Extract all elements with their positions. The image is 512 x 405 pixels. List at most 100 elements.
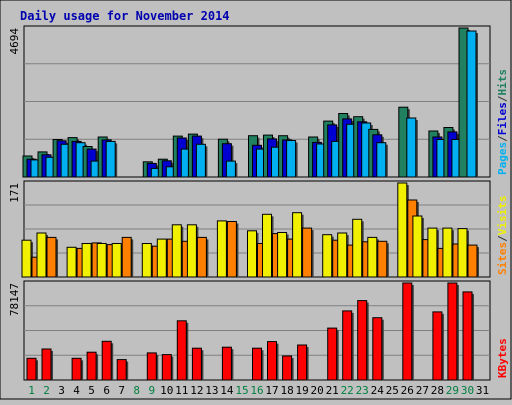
bar-visits-day-1 (21, 239, 32, 278)
x-tick-label-day-7: 7 (118, 384, 125, 397)
bar-kbytes-day-11 (176, 320, 187, 381)
x-tick-label-day-5: 5 (88, 384, 95, 397)
x-tick-label-day-9: 9 (148, 384, 155, 397)
x-tick-label-day-14: 14 (220, 384, 234, 397)
bar-visits-day-29 (442, 227, 453, 278)
bar-visits-day-11 (171, 224, 182, 278)
x-tick-label-day-16: 16 (250, 384, 263, 397)
bar-visits-day-9 (141, 243, 152, 278)
x-tick-label-day-4: 4 (73, 384, 80, 397)
x-tick-label-day-22: 22 (341, 384, 354, 397)
bar-pages-day-26 (406, 117, 417, 178)
bar-kbytes-day-14 (221, 346, 232, 381)
x-tick-label-day-8: 8 (133, 384, 140, 397)
bar-visits-day-10 (156, 238, 167, 278)
bar-kbytes-day-10 (161, 354, 172, 381)
bar-kbytes-day-29 (447, 282, 458, 381)
bar-kbytes-day-23 (357, 300, 368, 381)
bar-visits-day-30 (457, 228, 468, 278)
top-legend-item: Hits (496, 69, 509, 96)
bar-visits-day-23 (352, 218, 363, 278)
bar-kbytes-day-9 (146, 352, 157, 381)
bar-sites-day-14 (226, 221, 237, 278)
x-tick-label-day-30: 30 (461, 384, 474, 397)
bar-pages-day-18 (286, 140, 297, 178)
bar-kbytes-day-19 (297, 344, 308, 381)
x-tick-label-day-6: 6 (103, 384, 110, 397)
bar-kbytes-day-26 (402, 282, 413, 381)
bar-kbytes-day-7 (116, 359, 127, 381)
bar-visits-day-18 (277, 232, 288, 278)
middle-legend-item: / (496, 235, 509, 242)
bar-kbytes-day-24 (372, 317, 383, 381)
x-tick-label-day-18: 18 (280, 384, 293, 397)
middle-legend: Sites/Visits (496, 196, 509, 276)
top-legend-item: / (496, 135, 509, 142)
bar-kbytes-day-17 (267, 341, 277, 381)
x-tick-label-day-21: 21 (326, 384, 339, 397)
x-tick-label-day-20: 20 (310, 384, 323, 397)
x-tick-label-day-10: 10 (160, 384, 173, 397)
bar-visits-day-16 (247, 230, 257, 278)
x-tick-label-day-31: 31 (476, 384, 489, 397)
bar-visits-day-4 (66, 246, 77, 278)
bar-visits-day-21 (322, 234, 333, 278)
top-legend: Pages/Files/Hits (496, 69, 509, 175)
bar-kbytes-day-30 (462, 291, 473, 381)
bar-sites-day-12 (196, 236, 207, 278)
bar-pages-day-24 (376, 142, 387, 178)
bar-visits-day-17 (262, 213, 272, 278)
middle-legend-item: Visits (496, 196, 509, 236)
bar-sites-day-30 (467, 244, 478, 278)
top-legend-item: Pages (496, 142, 509, 175)
x-tick-label-day-26: 26 (401, 384, 414, 397)
bar-kbytes-day-21 (327, 327, 338, 381)
x-tick-label-day-11: 11 (175, 384, 188, 397)
bar-sites-day-2 (46, 236, 57, 278)
bar-visits-day-2 (36, 232, 47, 278)
bar-visits-day-6 (96, 243, 107, 278)
x-tick-label-day-27: 27 (416, 384, 429, 397)
x-tick-label-day-13: 13 (205, 384, 218, 397)
x-tick-label-day-12: 12 (190, 384, 203, 397)
bar-visits-day-28 (427, 227, 438, 278)
bar-kbytes-day-1 (26, 357, 37, 381)
bar-kbytes-day-6 (101, 340, 112, 381)
x-tick-label-day-23: 23 (356, 384, 369, 397)
x-tick-label-day-3: 3 (58, 384, 65, 397)
bar-sites-day-7 (121, 236, 132, 278)
x-tick-label-day-25: 25 (386, 384, 399, 397)
top-max-label: 4694 (8, 28, 21, 55)
bar-kbytes-day-4 (71, 357, 82, 381)
x-tick-label-day-24: 24 (371, 384, 385, 397)
bar-visits-day-19 (292, 212, 303, 278)
x-tick-label-day-1: 1 (28, 384, 35, 397)
bar-visits-day-22 (337, 232, 348, 278)
middle-legend-item: Sites (496, 242, 509, 275)
bar-visits-day-14 (216, 220, 227, 278)
middle-max-label: 171 (8, 183, 21, 203)
x-axis-day-labels: 1 2 3 4 5 6 7 8 9 10 11 12 13 14 15 16 17 18 19 20 21 22 23 24 2… (28, 384, 489, 397)
x-tick-label-day-28: 28 (431, 384, 444, 397)
bar-kbytes-day-22 (342, 310, 353, 381)
bottom-max-label: 78147 (8, 283, 21, 316)
x-tick-label-day-19: 19 (295, 384, 308, 397)
x-tick-label-day-2: 2 (43, 384, 50, 397)
bar-visits-day-24 (367, 236, 378, 278)
bar-kbytes-day-12 (191, 347, 202, 381)
bottom-legend-item: KBytes (496, 338, 509, 378)
bar-kbytes-day-16 (252, 347, 262, 381)
bar-pages-day-6 (105, 140, 116, 178)
bottom-legend: KBytes (496, 338, 509, 378)
bar-visits-day-12 (186, 224, 197, 278)
bar-visits-day-5 (81, 243, 92, 278)
bar-kbytes-day-18 (282, 355, 293, 381)
x-tick-label-day-15: 15 (235, 384, 248, 397)
bar-visits-day-7 (111, 243, 122, 278)
x-tick-label-day-17: 17 (265, 384, 278, 397)
middle-panel: 171 Sites/Visits (8, 180, 509, 278)
bar-visits-day-27 (412, 215, 423, 278)
bar-pages-day-30 (466, 30, 477, 178)
bar-pages-day-12 (195, 143, 206, 178)
